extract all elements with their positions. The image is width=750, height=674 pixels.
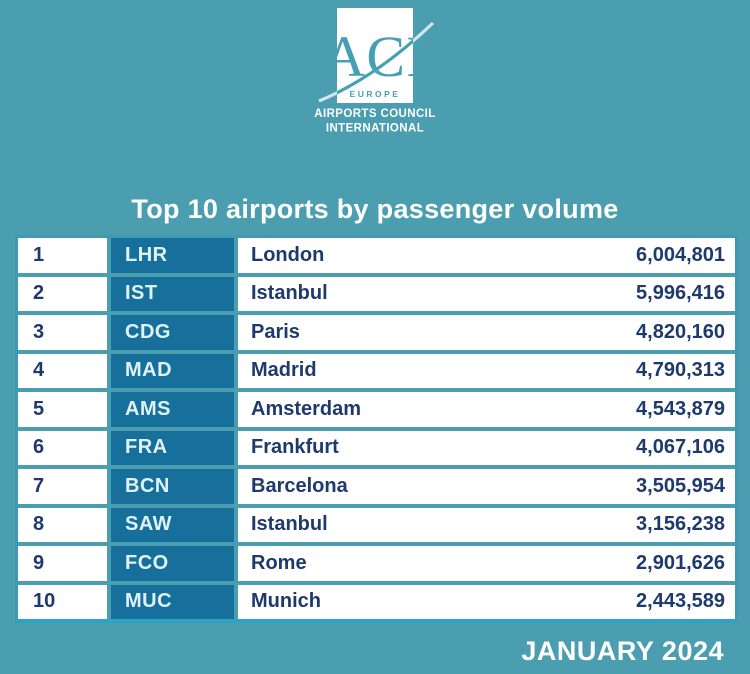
period-label: JANUARY 2024 (521, 636, 724, 666)
rank-cell: 1 (18, 238, 107, 273)
city-label: Munich (251, 590, 321, 613)
city-volume-cell: Rome 2,901,626 (238, 546, 735, 581)
logo-acronym: ACI (324, 24, 427, 89)
rank-cell: 9 (18, 546, 107, 581)
airport-code-cell: CDG (111, 315, 234, 350)
city-volume-cell: Barcelona 3,505,954 (238, 469, 735, 504)
rank-cell: 2 (18, 276, 107, 311)
city-label: London (251, 243, 325, 266)
airport-code-cell: SAW (111, 507, 234, 542)
logo-caption-line1: AIRPORTS COUNCIL (314, 107, 436, 120)
aci-europe-logo: ACI EUROPE AIRPORTS COUNCIL INTERNATIONA… (295, 6, 455, 136)
logo-caption: AIRPORTS COUNCIL INTERNATIONAL (295, 107, 455, 136)
table-row: 6 FRA Frankfurt 4,067,106 (18, 430, 735, 465)
airport-code-cell: BCN (111, 469, 234, 504)
page-title: Top 10 airports by passenger volume (131, 194, 619, 224)
passenger-count: 4,790,313 (636, 359, 725, 382)
table-row: 8 SAW Istanbul 3,156,238 (18, 507, 735, 542)
airport-code-cell: LHR (111, 238, 234, 273)
airport-code-cell: MUC (111, 584, 234, 619)
airport-code-cell: FCO (111, 546, 234, 581)
rank-cell: 8 (18, 507, 107, 542)
passenger-count: 4,067,106 (636, 436, 725, 459)
rank-cell: 5 (18, 392, 107, 427)
passenger-count: 3,156,238 (636, 513, 725, 536)
rank-cell: 4 (18, 353, 107, 388)
city-label: Istanbul (251, 513, 328, 536)
table-row: 4 MAD Madrid 4,790,313 (18, 353, 735, 388)
passenger-count: 3,505,954 (636, 474, 725, 497)
city-label: Istanbul (251, 282, 328, 305)
city-volume-cell: Madrid 4,790,313 (238, 353, 735, 388)
airport-code-cell: IST (111, 276, 234, 311)
table-row: 3 CDG Paris 4,820,160 (18, 315, 735, 350)
city-label: Madrid (251, 359, 317, 382)
logo-caption-line2: INTERNATIONAL (325, 121, 425, 135)
rank-cell: 6 (18, 430, 107, 465)
airport-code-cell: FRA (111, 430, 234, 465)
passenger-count: 2,901,626 (636, 551, 725, 574)
airport-code-cell: MAD (111, 353, 234, 388)
passenger-count: 4,543,879 (636, 397, 725, 420)
city-label: Amsterdam (251, 397, 362, 420)
city-volume-cell: London 6,004,801 (238, 238, 735, 273)
passenger-count: 2,443,589 (636, 590, 725, 613)
rank-cell: 3 (18, 315, 107, 350)
city-volume-cell: Frankfurt 4,067,106 (238, 430, 735, 465)
rank-cell: 7 (18, 469, 107, 504)
logo-swoosh-inner (337, 38, 413, 95)
city-label: Paris (251, 320, 300, 343)
table-row: 1 LHR London 6,004,801 (18, 238, 735, 273)
logo-region: EUROPE (350, 89, 401, 99)
passenger-count: 4,820,160 (636, 320, 725, 343)
aci-logo-mark: ACI EUROPE (318, 8, 435, 103)
city-volume-cell: Istanbul 3,156,238 (238, 507, 735, 542)
table-row: 2 IST Istanbul 5,996,416 (18, 276, 735, 311)
city-volume-cell: Istanbul 5,996,416 (238, 276, 735, 311)
city-label: Rome (251, 551, 307, 574)
passenger-count: 6,004,801 (636, 243, 725, 266)
table-row: 9 FCO Rome 2,901,626 (18, 546, 735, 581)
city-label: Frankfurt (251, 436, 339, 459)
city-volume-cell: Munich 2,443,589 (238, 584, 735, 619)
table-row: 5 AMS Amsterdam 4,543,879 (18, 392, 735, 427)
city-volume-cell: Amsterdam 4,543,879 (238, 392, 735, 427)
table-row: 7 BCN Barcelona 3,505,954 (18, 469, 735, 504)
rank-cell: 10 (18, 584, 107, 619)
city-volume-cell: Paris 4,820,160 (238, 315, 735, 350)
table-row: 10 MUC Munich 2,443,589 (18, 584, 735, 619)
airport-table: 1 LHR London 6,004,801 2 IST Istanbul 5,… (15, 235, 738, 623)
passenger-count: 5,996,416 (636, 282, 725, 305)
city-label: Barcelona (251, 474, 348, 497)
airport-code-cell: AMS (111, 392, 234, 427)
